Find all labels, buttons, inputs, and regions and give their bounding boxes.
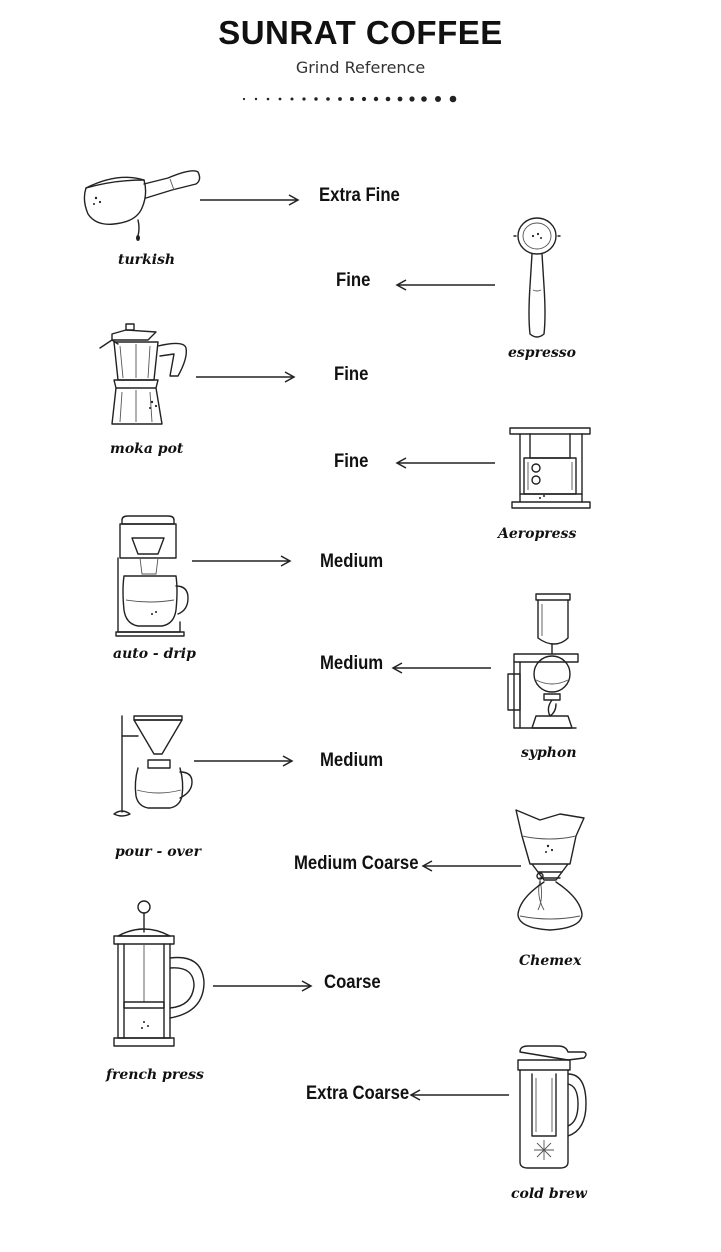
method-label: syphon xyxy=(521,745,577,761)
arrow-left-icon xyxy=(391,662,491,674)
arrow-left-icon xyxy=(395,279,495,291)
arrow-right-icon xyxy=(192,555,292,567)
grind-size-label: Medium xyxy=(320,551,384,572)
chemex-icon xyxy=(515,809,585,931)
syphon-icon xyxy=(507,593,579,729)
grind-size-label: Fine xyxy=(336,270,371,291)
arrow-left-icon xyxy=(409,1089,509,1101)
method-label: turkish xyxy=(118,252,176,268)
grind-size-label: Extra Coarse xyxy=(306,1083,410,1104)
grind-size-label: Medium xyxy=(320,750,384,771)
method-label: espresso xyxy=(508,345,576,361)
drip-machine-icon xyxy=(115,515,189,637)
arrow-right-icon xyxy=(213,980,313,992)
grind-size-label: Medium xyxy=(320,653,384,674)
method-label: cold brew xyxy=(511,1186,587,1202)
method-label: pour - over xyxy=(115,844,201,860)
grind-size-label: Coarse xyxy=(324,972,381,993)
method-label: Aeropress xyxy=(498,526,577,542)
method-label: auto - drip xyxy=(113,646,196,662)
method-label: moka pot xyxy=(110,441,184,457)
page-subtitle: Grind Reference xyxy=(295,58,426,77)
grind-size-label: Medium Coarse xyxy=(294,853,419,874)
grind-size-label: Fine xyxy=(334,364,369,385)
arrow-left-icon xyxy=(395,457,495,469)
method-label: Chemex xyxy=(519,953,582,969)
french-press-icon xyxy=(113,900,205,1047)
grind-size-label: Extra Fine xyxy=(319,185,400,206)
arrow-right-icon xyxy=(196,371,296,383)
cold-brew-pitcher-icon xyxy=(517,1045,587,1169)
aeropress-icon xyxy=(509,427,591,509)
moka-pot-icon xyxy=(99,323,188,425)
page-title: SUNRAT COFFEE xyxy=(218,14,503,51)
decorative-dots xyxy=(242,95,457,103)
turkish-pot-icon xyxy=(83,170,201,241)
method-label: french press xyxy=(106,1067,204,1083)
grind-size-label: Fine xyxy=(334,451,369,472)
portafilter-icon xyxy=(513,217,561,338)
arrow-right-icon xyxy=(194,755,294,767)
arrow-right-icon xyxy=(200,194,300,206)
arrow-left-icon xyxy=(421,860,521,872)
pour-over-icon xyxy=(113,715,193,817)
